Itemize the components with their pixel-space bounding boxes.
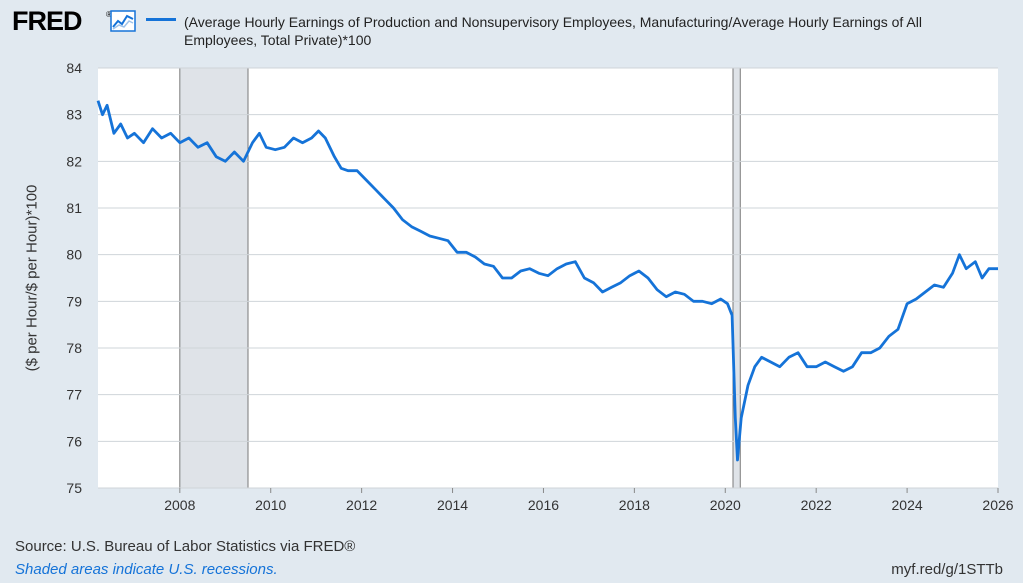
recession-note: Shaded areas indicate U.S. recessions. [15, 561, 278, 578]
y-tick-label: 79 [66, 293, 82, 309]
recession-band [179, 67, 249, 489]
grid-lines [98, 67, 998, 489]
y-tick-label: 83 [66, 107, 82, 123]
series-line[interactable] [96, 100, 998, 462]
y-tick-label: 81 [66, 200, 82, 216]
x-tick-label: 2026 [982, 497, 1013, 513]
x-axis-ticks: 2008 2010 2012 2014 2016 2018 2020 2022 2024 2026 [164, 488, 1014, 513]
x-tick-label: 2022 [801, 497, 832, 513]
series-line-group [96, 100, 998, 462]
short-url-link[interactable]: myf.red/g/1STTb [891, 561, 1003, 578]
fred-logo[interactable]: FRED [12, 6, 82, 36]
y-tick-label: 77 [66, 387, 82, 403]
y-tick-label: 82 [66, 153, 82, 169]
line-chart-icon[interactable] [110, 10, 136, 32]
legend-swatch [146, 18, 176, 21]
chart-header: FRED ® (Average Hourly Earnings of Produ… [0, 0, 1023, 60]
y-tick-label: 80 [66, 247, 82, 263]
x-tick-label: 2012 [346, 497, 377, 513]
y-tick-label: 78 [66, 340, 82, 356]
y-tick-label: 75 [66, 480, 82, 496]
x-tick-label: 2010 [255, 497, 286, 513]
source-text: Source: U.S. Bureau of Labor Statistics … [15, 538, 356, 555]
x-tick-label: 2024 [892, 497, 923, 513]
y-tick-label: 76 [66, 433, 82, 449]
registered-mark: ® [106, 10, 112, 19]
y-axis-label: ($ per Hour/$ per Hour)*100 [23, 184, 41, 372]
y-tick-label: 84 [66, 60, 82, 76]
x-tick-label: 2016 [528, 497, 559, 513]
x-tick-label: 2018 [619, 497, 650, 513]
x-tick-label: 2008 [164, 497, 195, 513]
recession-shading [179, 67, 741, 489]
y-axis-ticks: 75 76 77 78 79 80 81 82 83 84 [66, 60, 82, 496]
x-tick-label: 2020 [710, 497, 741, 513]
legend-label[interactable]: (Average Hourly Earnings of Production a… [184, 14, 922, 48]
x-tick-label: 2014 [437, 497, 468, 513]
